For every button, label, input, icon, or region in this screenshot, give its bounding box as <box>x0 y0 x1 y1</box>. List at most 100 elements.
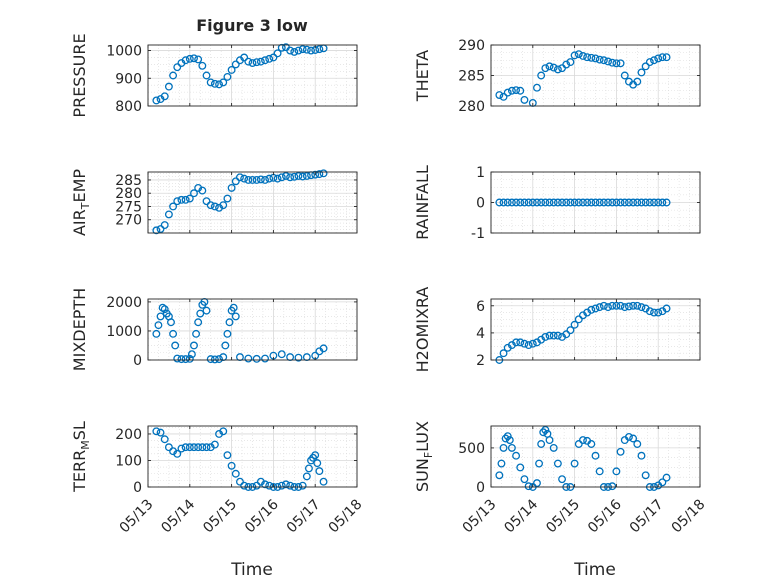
data-point <box>219 78 228 87</box>
y-axis-label: H2OMIXRA <box>413 287 432 373</box>
y-tick-label: 200 <box>115 427 142 443</box>
data-point <box>553 65 562 74</box>
data-point <box>570 51 579 60</box>
data-point <box>579 436 587 445</box>
data-point <box>167 318 175 327</box>
data-point <box>252 58 261 67</box>
data-point <box>549 198 558 207</box>
data-point <box>537 440 546 448</box>
data-point <box>227 65 236 74</box>
data-point <box>535 459 544 468</box>
y-tick-label: 900 <box>115 71 142 87</box>
x-tick-label: 05/14 <box>158 496 198 536</box>
data-point <box>160 305 169 314</box>
data-point <box>495 198 504 207</box>
data-point <box>173 63 182 72</box>
data-point <box>244 176 253 184</box>
data-point <box>570 320 579 329</box>
data-point <box>273 49 282 58</box>
data-point <box>574 440 583 448</box>
data-point <box>194 55 203 64</box>
data-point <box>265 174 274 183</box>
data-point <box>215 355 224 364</box>
data-point <box>198 443 207 452</box>
data-point <box>181 195 190 204</box>
data-point <box>574 315 583 324</box>
data-point <box>277 173 286 182</box>
subplot-theta: 280 285 290 THETA <box>413 38 701 115</box>
data-point <box>528 339 537 348</box>
figure-title: Figure 3 low <box>196 16 308 35</box>
data-point <box>495 91 504 99</box>
data-point <box>516 338 525 347</box>
data-point <box>499 349 508 358</box>
data-point <box>181 56 190 65</box>
data-point <box>637 68 646 77</box>
data-point <box>277 481 286 490</box>
data-point <box>507 198 516 207</box>
y-axis-label: PRESSURE <box>70 33 89 117</box>
data-point <box>650 56 658 65</box>
y-tick-label: 285 <box>115 173 142 189</box>
subplot-h2omixra: 2 4 6 H2OMIXRA <box>413 287 701 373</box>
data-point <box>524 482 533 491</box>
data-point <box>190 54 198 63</box>
data-point <box>579 52 587 60</box>
data-point <box>545 62 554 71</box>
data-point <box>177 444 186 453</box>
data-point <box>277 350 286 359</box>
data-point <box>248 176 257 184</box>
data-point <box>164 210 173 219</box>
data-point <box>533 198 541 207</box>
data-point <box>549 443 558 452</box>
data-point <box>549 63 558 72</box>
data-point <box>210 355 219 364</box>
data-point <box>281 480 290 489</box>
data-point <box>302 45 311 54</box>
data-point <box>654 308 663 317</box>
data-point <box>248 59 257 67</box>
x-tick-label: 05/15 <box>543 497 583 537</box>
data-point <box>196 309 205 318</box>
data-point <box>256 57 265 66</box>
data-point <box>499 198 508 207</box>
data-point <box>156 225 165 233</box>
y-tick-label: 4 <box>476 326 485 342</box>
y-tick-label: 0 <box>476 196 485 212</box>
data-point <box>192 329 201 338</box>
data-point <box>595 303 604 312</box>
axes-box <box>490 425 701 488</box>
y-tick-label: 500 <box>458 441 485 457</box>
data-point <box>223 329 232 338</box>
data-point <box>181 355 190 364</box>
data-point <box>629 434 638 443</box>
data-point <box>633 77 642 86</box>
y-tick-label: 1000 <box>106 324 142 340</box>
data-point <box>215 80 224 89</box>
data-point <box>315 467 324 476</box>
data-point <box>637 198 646 207</box>
axes-box <box>490 298 701 361</box>
data-point <box>206 355 215 364</box>
data-point <box>637 303 646 312</box>
data-point <box>620 71 629 80</box>
data-point <box>629 301 638 310</box>
data-point <box>566 326 575 335</box>
data-point <box>612 467 621 476</box>
data-point <box>286 173 295 182</box>
data-point <box>227 461 236 470</box>
data-point <box>507 86 516 95</box>
y-tick-label: 285 <box>458 69 485 85</box>
data-point <box>587 198 596 207</box>
data-point <box>227 183 236 192</box>
data-point <box>583 198 592 207</box>
data-point <box>298 172 307 181</box>
x-tick-label: 05/18 <box>669 497 709 537</box>
y-axis-label: RAINFALL <box>413 165 432 240</box>
data-point <box>570 198 579 207</box>
data-point <box>528 198 537 207</box>
data-point <box>294 353 303 362</box>
data-point <box>562 198 571 207</box>
data-point <box>533 83 541 92</box>
